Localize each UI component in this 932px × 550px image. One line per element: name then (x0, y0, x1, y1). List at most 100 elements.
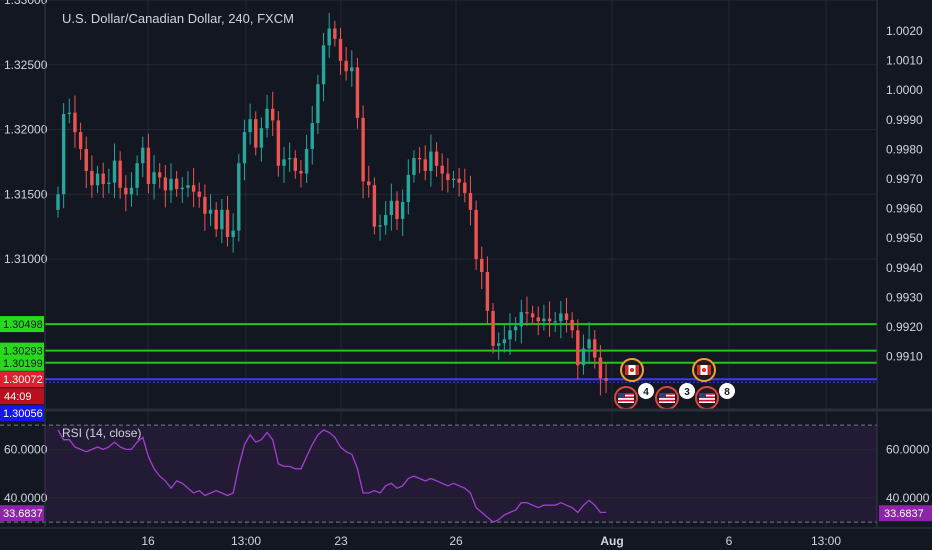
y-tick-label-right: 0.9960 (886, 202, 923, 216)
candle-down (468, 192, 473, 210)
flag-stripe (659, 393, 675, 395)
candle-up (587, 339, 591, 349)
usa-event-icon[interactable]: 8 (695, 383, 735, 410)
candle-down (355, 67, 360, 118)
y-tick-label-right: 0.9990 (886, 113, 923, 127)
candle-up (451, 178, 456, 181)
flag-canton (659, 393, 666, 398)
candle-down (73, 112, 77, 133)
x-tick-label: 26 (449, 534, 463, 548)
candle-down (174, 178, 179, 190)
candle-down (203, 196, 207, 214)
canada-event-icon[interactable] (620, 358, 644, 382)
candle-up (282, 159, 286, 166)
price-tag-label: 1.30072 (3, 374, 43, 386)
flag-stripe (618, 396, 634, 399)
candle-down (604, 378, 608, 381)
flag-bar (625, 365, 629, 375)
candle-down (276, 120, 281, 166)
rsi-tick-left: 60.0000 (4, 442, 48, 456)
flag-stripe (618, 393, 634, 395)
candle-up (242, 132, 247, 164)
y-tick-label-right: 0.9920 (886, 320, 923, 334)
event-count: 3 (684, 387, 690, 398)
candle-up (141, 147, 145, 164)
candle-up (237, 163, 241, 231)
candle-down (225, 209, 230, 238)
price-tag-box (0, 316, 44, 333)
candle-down (423, 159, 427, 171)
blue-price-tag-box (0, 405, 44, 422)
y-tick-label-left: 1.32500 (4, 58, 48, 72)
rsi-value-right: 33.6837 (884, 508, 924, 520)
candle-up (406, 174, 410, 203)
y-tick-label-right: 1.0000 (886, 83, 923, 97)
candle-up (553, 321, 557, 323)
y-tick-label-right: 0.9980 (886, 142, 923, 156)
candle-down (480, 259, 484, 272)
maple-leaf (630, 368, 634, 372)
y-tick-label-right: 0.9940 (886, 261, 923, 275)
candle-down (570, 319, 574, 331)
candle-down (440, 165, 444, 174)
candle-down (564, 313, 569, 320)
candle-up (259, 128, 264, 148)
rsi-band-fill (45, 425, 877, 523)
canada-event-icon[interactable] (692, 358, 716, 382)
candle-down (530, 313, 535, 318)
candle-down (101, 173, 105, 184)
candle-up (559, 313, 563, 322)
candle-up (61, 113, 66, 195)
candle-up (378, 225, 382, 227)
flag-canton (699, 393, 706, 398)
price-tag-box (0, 342, 44, 359)
candle-down (593, 339, 597, 358)
rsi-value-tag-right (879, 505, 932, 522)
candle-up (389, 200, 394, 216)
flag-stripe (699, 399, 715, 402)
flag-stripe (699, 393, 715, 395)
maple-leaf (702, 368, 706, 372)
candle-down (367, 181, 371, 186)
y-tick-label-left: 1.32000 (4, 123, 48, 137)
candle-down (124, 187, 128, 195)
candle-up (350, 67, 354, 72)
y-tick-label-right: 1.0010 (886, 54, 923, 68)
candle-up (265, 108, 269, 129)
candle-up (321, 45, 326, 85)
x-tick-label: 13:00 (811, 534, 841, 548)
flag-bar (707, 365, 711, 375)
candle-up (135, 163, 139, 188)
candle-up (519, 312, 523, 327)
candlestick-series (56, 12, 608, 396)
rsi-tick-right: 60.0000 (886, 442, 930, 456)
event-count: 4 (643, 387, 649, 398)
y-tick-label-right: 0.9950 (886, 231, 923, 245)
candle-down (361, 117, 365, 182)
candle-up (508, 330, 512, 340)
candle-down (333, 28, 337, 39)
candle-up (152, 172, 156, 184)
candle-down (395, 200, 399, 219)
rsi-tick-right: 40.0000 (886, 491, 930, 505)
usa-event-icon[interactable]: 4 (614, 383, 654, 410)
economic-event-markers[interactable]: 4 3 8 (614, 358, 735, 410)
candle-up (169, 178, 173, 191)
candle-down (338, 38, 343, 61)
x-tick-label: 16 (141, 534, 155, 548)
candle-down (474, 209, 478, 260)
candle-up (304, 148, 309, 174)
price-tag-label: 1.30293 (3, 346, 43, 358)
candle-up (384, 215, 388, 226)
candle-down (197, 191, 201, 197)
candle-up (56, 194, 60, 210)
event-count-badge (679, 383, 695, 399)
rsi-tick-left: 40.0000 (4, 491, 48, 505)
y-tick-label-right: 0.9930 (886, 290, 923, 304)
y-tick-label-left: 1.31000 (4, 252, 48, 266)
candle-up (327, 28, 331, 46)
candle-down (84, 148, 88, 171)
candle-down (598, 357, 603, 379)
